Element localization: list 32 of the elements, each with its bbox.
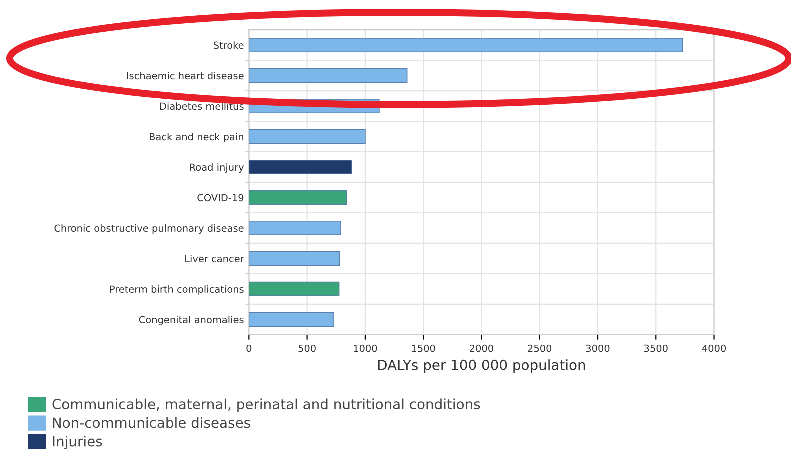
x-tick-label: 2000 [470,344,494,352]
x-axis-title: DALYs per 100 000 population [378,360,586,374]
bar [249,38,684,53]
bar [249,220,342,236]
x-tick-label: 500 [298,344,316,352]
x-tick-label: 3000 [586,344,610,352]
x-tick-label: 0 [246,344,252,352]
bar [249,68,408,84]
y-tick-label: Preterm birth complications [110,286,244,295]
y-tick-label: Ischaemic heart disease [127,72,244,80]
y-tick-label: Chronic obstructive pulmonary disease [54,224,244,234]
y-tick-label: Diabetes mellitus [160,102,244,110]
y-tick-label: Stroke [214,42,244,50]
bar [249,282,340,296]
bar [249,129,366,144]
x-tick-label: 4000 [702,344,726,352]
bar [249,160,352,175]
bar [249,312,334,327]
legend-label: Communicable, maternal, perinatal and nutritional conditions [52,398,480,412]
legend-label: Injuries [53,436,102,450]
x-tick-label: 2500 [528,344,552,352]
y-tick-label: Liver cancer [186,255,244,263]
y-tick-label: Congenital anomalies [139,316,244,326]
x-tick-label: 3500 [644,344,668,352]
bar [249,251,340,266]
bar [249,190,348,206]
y-tick-label: COVID-19 [198,194,244,202]
x-tick-label: 1000 [354,344,378,352]
y-tick-label: Back and neck pain [150,133,244,142]
y-tick-label: Road injury [190,164,244,173]
x-tick-label: 1500 [412,344,436,352]
legend-label: Non-communicable diseases [53,417,250,428]
